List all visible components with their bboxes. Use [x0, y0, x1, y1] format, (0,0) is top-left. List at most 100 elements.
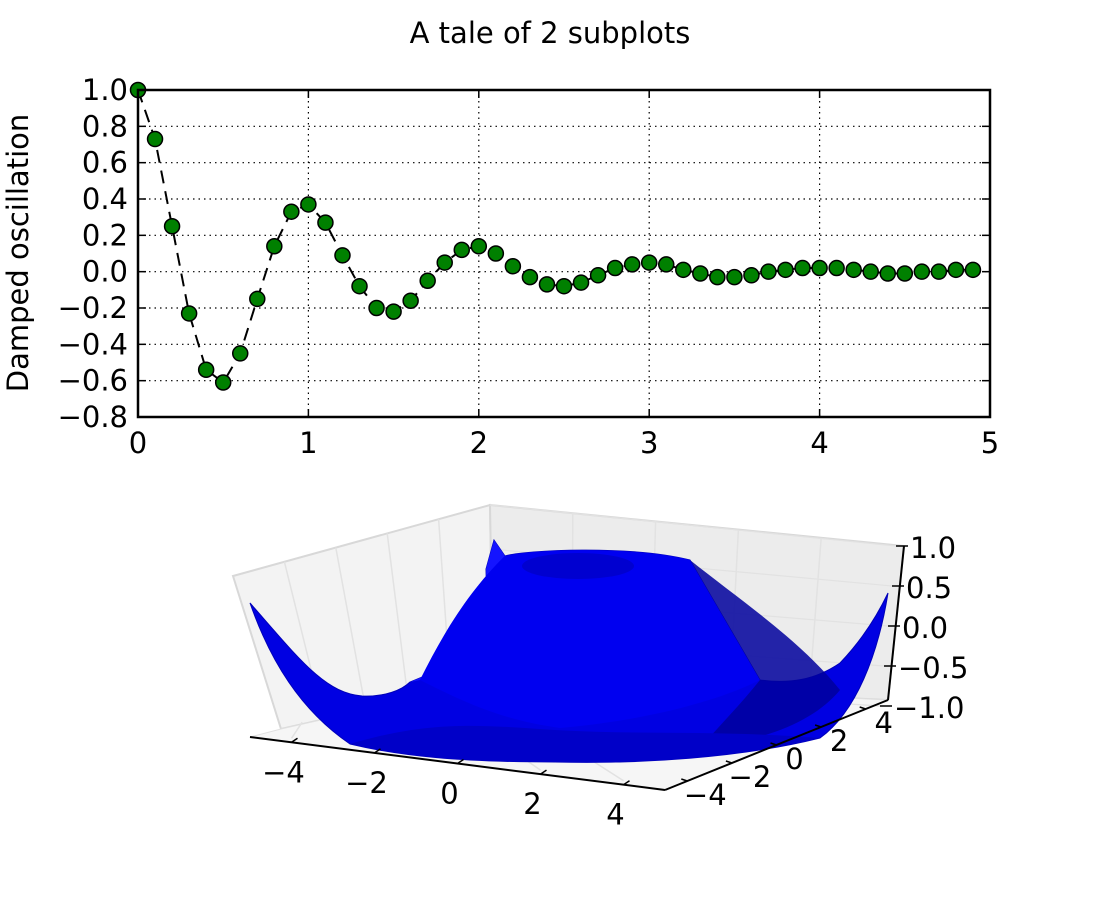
- data-point: [726, 268, 743, 286]
- data-point: [487, 245, 505, 262]
- floor-grid-line: [290, 721, 303, 739]
- data-point: [760, 263, 777, 280]
- z-tick-label-3d: −1.0: [894, 691, 964, 725]
- data-point: [402, 292, 419, 309]
- y-tick-label: 0.6: [82, 146, 128, 180]
- data-point: [538, 276, 556, 293]
- plot-area: [138, 90, 990, 417]
- y-tick-3d: [814, 724, 822, 728]
- data-point: [879, 265, 897, 282]
- figure-title: A tale of 2 subplots: [410, 16, 691, 50]
- data-point: [794, 259, 811, 277]
- data-point: [555, 277, 573, 295]
- y-tick-3d: [859, 706, 866, 710]
- data-point: [197, 361, 215, 379]
- data-point: [351, 277, 368, 295]
- data-point: [368, 299, 385, 317]
- y-tick-label-3d: 4: [874, 706, 892, 740]
- y-tick-label-3d: 0: [785, 742, 803, 776]
- x-tick-label-3d: −2: [345, 766, 388, 800]
- data-point: [947, 261, 965, 279]
- y-tick-label: −0.2: [58, 291, 128, 325]
- data-point: [862, 263, 879, 280]
- y-tick-3d: [681, 778, 688, 782]
- y-tick-label-3d: −2: [729, 760, 772, 794]
- x-tick-3d: [291, 737, 298, 743]
- data-point: [470, 237, 488, 255]
- z-tick-label-3d: 1.0: [910, 531, 956, 565]
- data-point: [606, 259, 624, 277]
- data-point: [504, 257, 522, 275]
- data-point: [828, 259, 845, 277]
- x-tick-3d: [457, 758, 464, 765]
- y-tick-label-3d: 2: [830, 724, 848, 758]
- data-point: [249, 290, 266, 308]
- y-tick-labels: 1.00.80.60.40.20.0−0.2−0.4−0.6−0.8: [58, 73, 128, 434]
- data-point: [913, 263, 931, 280]
- y-axis-label: Damped oscillation: [1, 114, 35, 393]
- data-point: [811, 259, 828, 277]
- data-point: [845, 261, 862, 279]
- x-tick-label: 2: [470, 426, 488, 460]
- x-tick-3d: [540, 769, 547, 775]
- x-tick-label-3d: 0: [440, 777, 458, 811]
- series-markers: [129, 81, 982, 391]
- data-point: [436, 254, 453, 271]
- y-tick-label: 1.0: [82, 73, 128, 107]
- y-tick-3d: [725, 760, 733, 764]
- surface: [249, 538, 889, 763]
- x-tick-label: 0: [129, 426, 147, 460]
- x-tick-label: 5: [981, 426, 999, 460]
- y-tick-label-3d: −4: [684, 778, 727, 812]
- data-point: [317, 214, 334, 231]
- y-tick-label: −0.8: [58, 400, 128, 434]
- x-tick-label: 4: [810, 426, 828, 460]
- surface-center-dip: [522, 553, 634, 579]
- axis-3d-ticks: [291, 545, 908, 786]
- x-tick-label: 1: [299, 426, 317, 460]
- y-tick-label: 0.2: [82, 218, 128, 252]
- y-tick-3d: [770, 742, 777, 746]
- back-grid-line: [335, 547, 367, 710]
- z-tick-label-3d: 0.0: [902, 611, 948, 645]
- data-point: [572, 274, 590, 291]
- data-point: [453, 241, 471, 259]
- y-tick-label: 0.8: [82, 109, 128, 143]
- x-tick-3d: [374, 748, 381, 754]
- z-tick-labels-3d: 1.0 0.5 0.0 −0.5 −1.0: [894, 531, 968, 725]
- data-point: [964, 261, 982, 279]
- surface-front-face: [420, 550, 760, 728]
- surface-right-face: [690, 560, 840, 748]
- plot-frame: [136, 88, 992, 419]
- y-tick-label: −0.4: [58, 327, 128, 361]
- y-tick-label: 0.0: [82, 255, 128, 289]
- x-tick-label-3d: 2: [523, 787, 541, 821]
- x-tick-3d: [623, 780, 630, 786]
- tick-marks: [137, 89, 991, 418]
- data-point: [214, 374, 232, 391]
- data-point: [709, 268, 726, 286]
- x-tick-label-3d: −4: [262, 755, 305, 789]
- back-grid-line: [489, 504, 897, 547]
- x-tick-labels: 0 1 2 3 4 5: [129, 426, 999, 460]
- data-point: [896, 265, 914, 282]
- data-point: [692, 265, 709, 282]
- data-point: [657, 256, 675, 273]
- data-point: [180, 305, 198, 322]
- data-point: [283, 203, 300, 220]
- data-point: [385, 303, 402, 320]
- data-point: [930, 263, 948, 280]
- data-point: [231, 345, 249, 362]
- back-grid-line: [386, 533, 409, 701]
- y-tick-label: −0.6: [58, 364, 128, 398]
- data-point: [623, 256, 641, 273]
- data-point: [334, 247, 351, 264]
- x-tick-labels-3d: −4 −2 0 2 4: [262, 755, 625, 831]
- data-point: [300, 196, 317, 213]
- surface-front-basin: [350, 725, 820, 763]
- data-point: [521, 268, 539, 286]
- data-point: [266, 237, 283, 255]
- data-point: [589, 267, 607, 284]
- y-tick-label: 0.4: [82, 182, 128, 216]
